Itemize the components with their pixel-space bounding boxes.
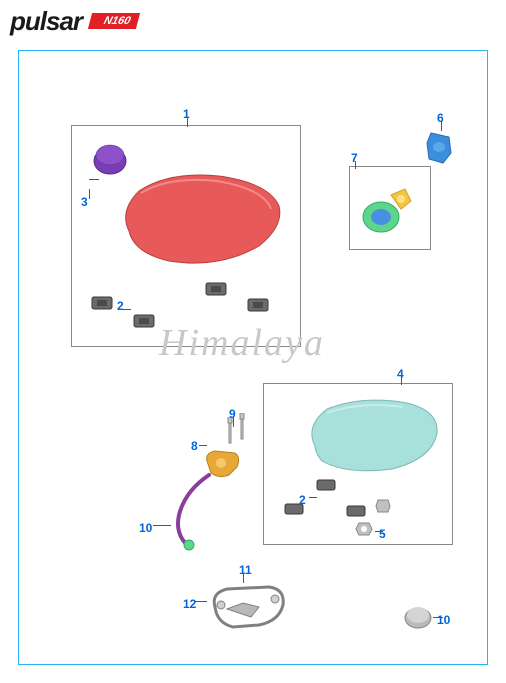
part-screw xyxy=(237,413,247,441)
callout-line xyxy=(123,309,131,310)
logo-badge: N160 xyxy=(88,13,141,29)
logo: pulsar N160 xyxy=(10,6,230,36)
callout-line xyxy=(433,617,443,618)
part-clip xyxy=(89,293,115,313)
callout-line xyxy=(187,117,188,127)
callout-line xyxy=(153,525,171,526)
callout-line xyxy=(401,377,402,385)
part-clip xyxy=(203,279,229,299)
callout-label-2: 2 xyxy=(117,299,124,313)
logo-brand: pulsar xyxy=(10,6,82,36)
part-clip xyxy=(345,503,367,519)
part-clip xyxy=(315,477,337,493)
callout-label-10: 10 xyxy=(139,521,152,535)
part-clip xyxy=(131,311,157,331)
callout-line xyxy=(309,497,317,498)
callout-line xyxy=(233,417,234,427)
callout-line xyxy=(199,445,207,446)
diagram-frame: Himalaya 123456789101011122 xyxy=(18,50,488,665)
callout-line xyxy=(89,179,99,180)
part-clip xyxy=(245,295,271,315)
callout-line xyxy=(355,161,356,169)
part-nut xyxy=(375,499,391,513)
callout-label-2: 2 xyxy=(299,493,306,507)
callout-line xyxy=(375,531,383,532)
callout-line xyxy=(195,601,207,602)
callout-line xyxy=(243,573,244,583)
part-grommet xyxy=(403,603,433,629)
callout-label-8: 8 xyxy=(191,439,198,453)
callout-label-5: 5 xyxy=(379,527,386,541)
part-cable xyxy=(165,471,225,551)
part-pillion-seat xyxy=(297,391,447,481)
part-nut xyxy=(355,521,373,537)
part-bracket xyxy=(203,579,293,635)
callout-label-11: 11 xyxy=(239,563,252,577)
callout-line xyxy=(441,121,442,131)
callout-label-3: 3 xyxy=(81,195,88,209)
callout-label-10: 10 xyxy=(437,613,450,627)
part-rider-seat xyxy=(109,161,289,281)
callout-label-12: 12 xyxy=(183,597,196,611)
part-lock-cover xyxy=(421,129,457,169)
part-lock-assembly xyxy=(357,179,423,239)
callout-line xyxy=(89,189,90,199)
